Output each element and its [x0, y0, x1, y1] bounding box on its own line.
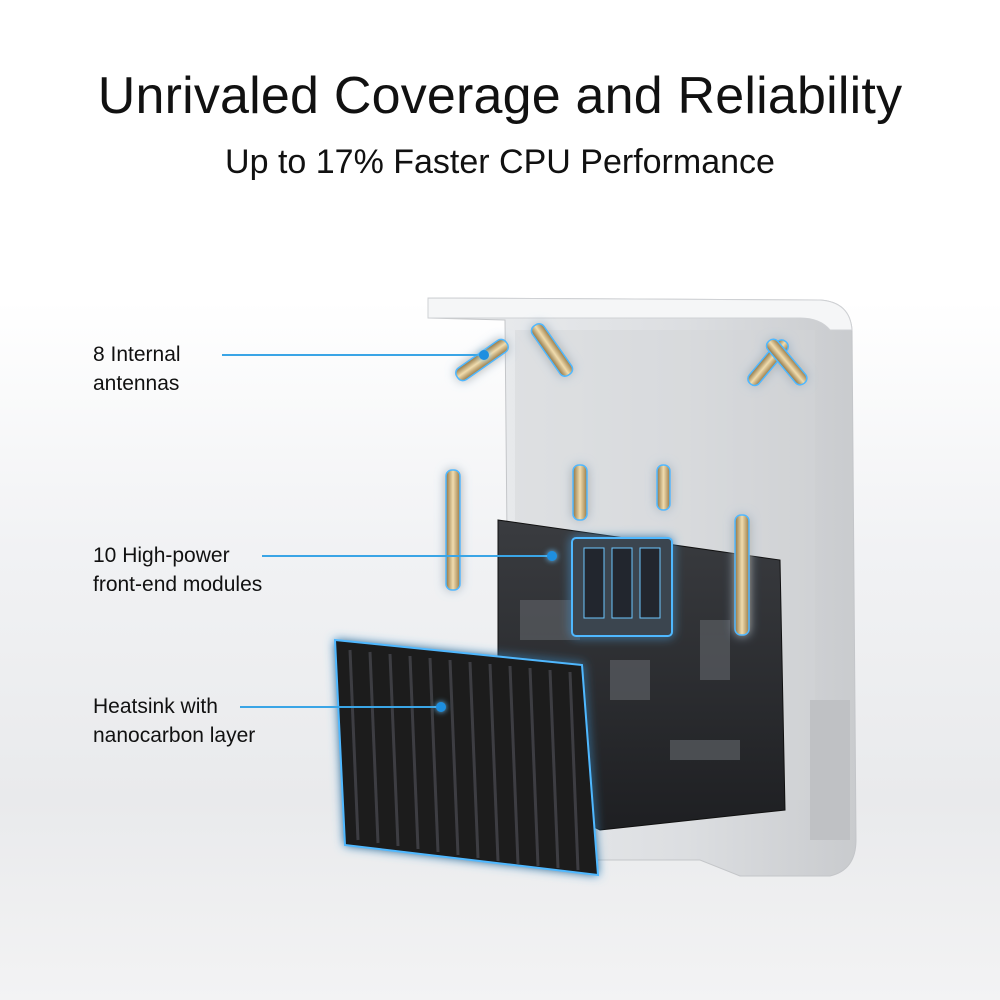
callout-modules-line1: 10 High-power [93, 544, 230, 567]
callout-heatsink-line2: nanocarbon layer [93, 724, 256, 747]
callout-modules-line2: front-end modules [93, 573, 263, 596]
antennas [445, 323, 808, 636]
callout-antennas: 8 Internal antennas [93, 340, 313, 398]
heatsink [333, 638, 600, 877]
front-end-modules [571, 537, 673, 637]
callout-heatsink: Heatsink with nanocarbon layer [93, 692, 313, 750]
callout-antennas-line1: 8 Internal [93, 343, 181, 366]
page-title: Unrivaled Coverage and Reliability [97, 67, 903, 125]
page-subtitle: Up to 17% Faster CPU Performance [225, 143, 775, 181]
callout-modules: 10 High-power front-end modules [93, 541, 313, 599]
antennas-leader-line [222, 354, 484, 356]
callout-heatsink-line1: Heatsink with [93, 695, 218, 718]
modules-leader-line [262, 555, 552, 557]
antennas-marker-dot [479, 350, 489, 360]
modules-marker-dot [547, 551, 557, 561]
heatsink-marker-dot [436, 702, 446, 712]
heatsink-leader-line [240, 706, 440, 708]
callout-antennas-line2: antennas [93, 372, 180, 395]
